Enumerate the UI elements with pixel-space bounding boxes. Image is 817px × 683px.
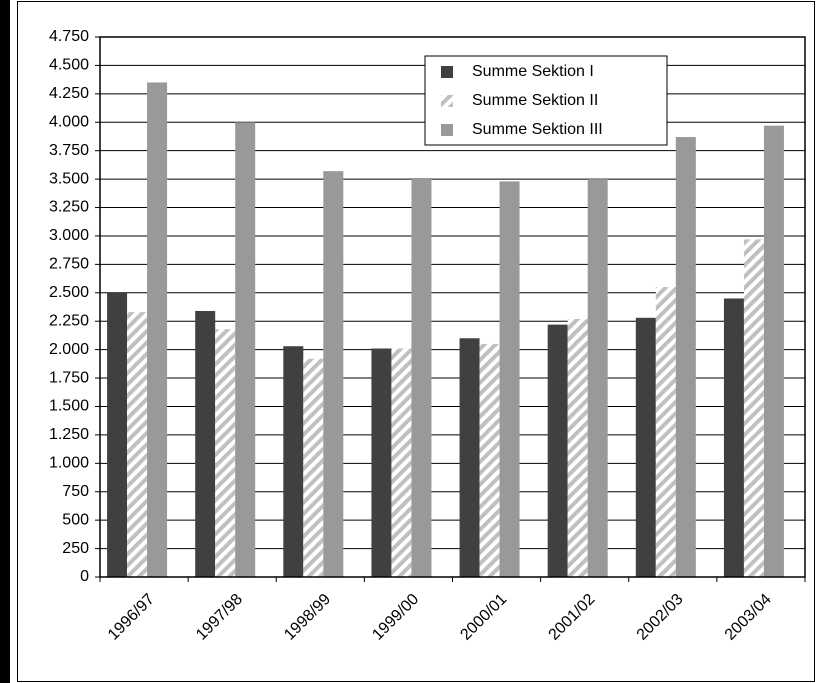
bar [371, 348, 392, 577]
y-tick-label: 2.000 [49, 341, 89, 358]
bar [127, 312, 148, 577]
y-tick-label: 4.750 [49, 28, 89, 45]
legend-label: Summe Sektion II [472, 92, 598, 109]
y-tick-label: 1.250 [49, 426, 89, 443]
bar [391, 348, 412, 577]
y-tick-label: 3.500 [49, 170, 89, 187]
y-tick-label: 1.500 [49, 398, 89, 415]
y-tick-label: 3.000 [49, 227, 89, 244]
bar [567, 318, 588, 577]
bar [303, 358, 324, 577]
bar [743, 239, 764, 577]
bar [499, 181, 520, 577]
legend-label: Summe Sektion III [472, 121, 603, 138]
bar [675, 137, 696, 577]
y-tick-label: 0 [80, 568, 89, 585]
bar [147, 82, 168, 577]
legend-label: Summe Sektion I [472, 63, 594, 80]
y-tick-label: 4.250 [49, 85, 89, 102]
bar [587, 179, 608, 577]
y-tick-label: 750 [62, 483, 89, 500]
bar [411, 177, 432, 577]
bar [655, 287, 676, 577]
bar [215, 329, 236, 577]
y-tick-label: 4.000 [49, 113, 89, 130]
legend-box [424, 55, 668, 146]
y-tick-label: 2.750 [49, 256, 89, 273]
y-tick-label: 500 [62, 511, 89, 528]
bar [763, 125, 784, 578]
bar [635, 317, 656, 577]
y-tick-label: 3.250 [49, 199, 89, 216]
y-tick-label: 1.750 [49, 369, 89, 386]
bar [323, 171, 344, 577]
y-tick-label: 3.750 [49, 142, 89, 159]
bar [283, 346, 304, 577]
legend-marker [441, 124, 453, 136]
legend-marker [441, 95, 453, 107]
plot-border [99, 36, 806, 578]
y-tick-label: 2.500 [49, 284, 89, 301]
side-strip [0, 0, 10, 683]
y-tick-label: 1.000 [49, 455, 89, 472]
bar [547, 324, 568, 577]
y-tick-label: 4.500 [49, 57, 89, 74]
bar [235, 122, 256, 578]
bar [479, 343, 500, 577]
y-tick-label: 250 [62, 540, 89, 557]
bar [195, 310, 216, 577]
bar [459, 338, 480, 577]
bar [107, 292, 128, 577]
legend-marker [441, 66, 453, 78]
y-tick-label: 2.250 [49, 312, 89, 329]
bar [723, 298, 744, 577]
